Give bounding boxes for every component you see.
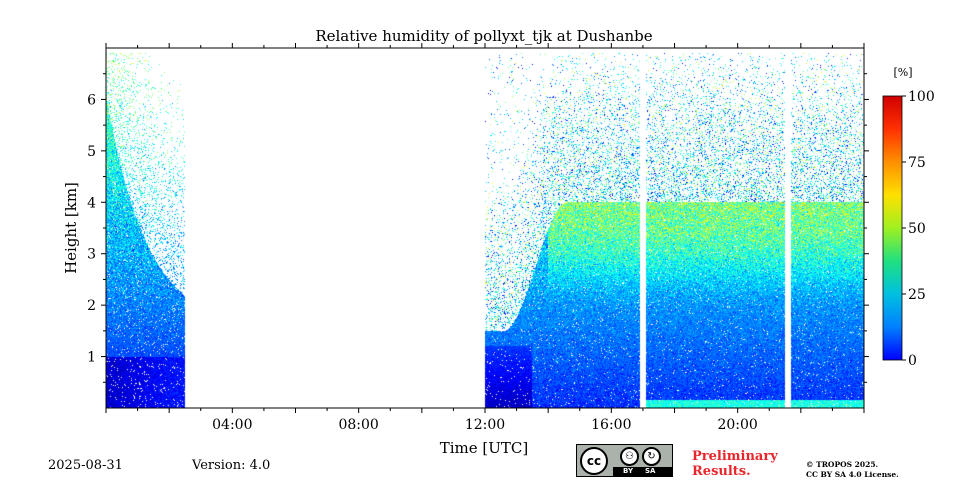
cc-badge-strip	[613, 467, 672, 476]
x-tick-label: 04:00	[212, 417, 252, 433]
preliminary-line-2: Results.	[692, 464, 751, 479]
cc-license-badge: cc ⚇ ↻ BY SA	[576, 444, 673, 477]
y-tick-label: 1	[87, 350, 96, 366]
date-label: 2025-08-31	[48, 458, 123, 473]
cc-sa-label: SA	[645, 467, 656, 475]
colorbar	[882, 95, 903, 361]
cc-icon: cc	[580, 447, 608, 475]
cc-by-label: BY	[623, 467, 634, 475]
copyright-line-1: © TROPOS 2025.	[806, 460, 879, 469]
y-tick-label: 2	[87, 298, 96, 314]
x-axis-ticks: 04:00 08:00 12:00 16:00 20:00	[105, 43, 865, 433]
y-axis-label: Height [km]	[62, 182, 80, 274]
x-tick-label: 16:00	[591, 417, 631, 433]
x-tick-label: 12:00	[465, 417, 505, 433]
chart-title: Relative humidity of pollyxt_tjk at Dush…	[315, 27, 652, 45]
colorbar-tick-label: 75	[908, 155, 926, 171]
cc-by-icon: ⚇	[620, 447, 639, 466]
x-tick-label: 20:00	[717, 417, 757, 433]
colorbar-tick-label: 50	[908, 221, 926, 237]
x-tick-label: 08:00	[338, 417, 378, 433]
copyright-line-2: CC BY SA 4.0 License.	[806, 470, 899, 479]
copyright-note: © TROPOS 2025. CC BY SA 4.0 License.	[806, 460, 899, 480]
preliminary-line-1: Preliminary	[692, 449, 778, 464]
y-tick-label: 4	[87, 195, 96, 211]
y-tick-label: 5	[87, 144, 96, 160]
colorbar-tick-label: 25	[908, 287, 926, 303]
colorbar-ticks: 0 25 50 75 100	[902, 89, 935, 369]
colorbar-tick-label: 0	[908, 353, 917, 369]
y-axis-ticks: 1 2 3 4 5 6	[87, 73, 869, 383]
cc-sa-icon: ↻	[642, 447, 661, 466]
colorbar-unit: [%]	[893, 66, 912, 79]
humidity-heatmap	[106, 48, 864, 408]
version-label: Version: 4.0	[192, 458, 271, 473]
y-tick-label: 6	[87, 92, 96, 108]
colorbar-tick-label: 100	[908, 89, 935, 105]
x-axis-label: Time [UTC]	[440, 439, 529, 457]
y-tick-label: 3	[87, 247, 96, 263]
preliminary-results-note: Preliminary Results.	[692, 449, 778, 479]
